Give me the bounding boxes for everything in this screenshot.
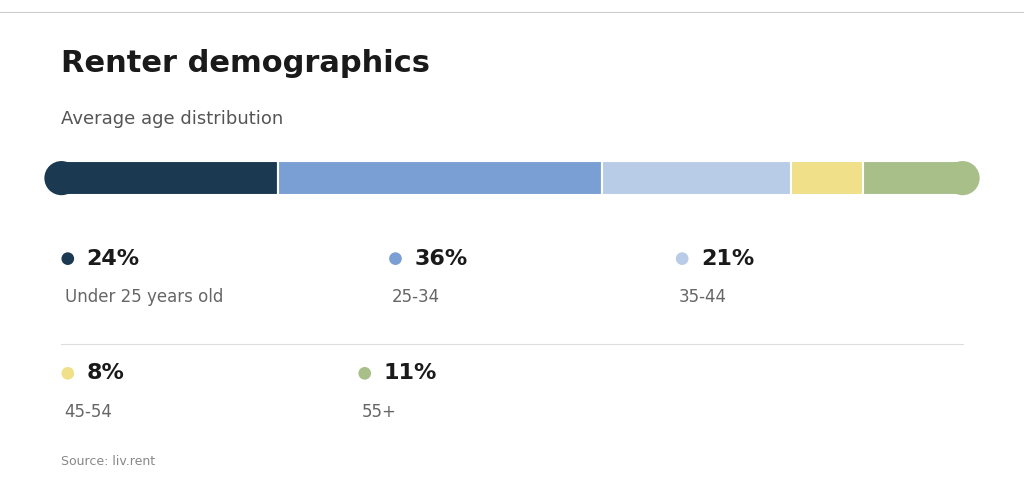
Text: Renter demographics: Renter demographics <box>61 49 430 78</box>
Ellipse shape <box>945 161 980 195</box>
Ellipse shape <box>676 252 688 265</box>
Ellipse shape <box>358 367 371 380</box>
FancyBboxPatch shape <box>792 161 863 195</box>
Text: Source: liv.rent: Source: liv.rent <box>61 455 156 468</box>
Text: 24%: 24% <box>86 249 139 268</box>
Text: 21%: 21% <box>700 249 754 268</box>
Text: 8%: 8% <box>86 364 124 383</box>
FancyBboxPatch shape <box>278 161 602 195</box>
Text: Under 25 years old: Under 25 years old <box>65 288 223 306</box>
Text: 36%: 36% <box>414 249 467 268</box>
Ellipse shape <box>61 252 74 265</box>
FancyBboxPatch shape <box>863 161 963 195</box>
Text: 45-54: 45-54 <box>65 403 113 421</box>
Text: 35-44: 35-44 <box>679 288 727 306</box>
Text: 55+: 55+ <box>361 403 396 421</box>
Ellipse shape <box>44 161 79 195</box>
Text: Average age distribution: Average age distribution <box>61 110 284 128</box>
FancyBboxPatch shape <box>602 161 792 195</box>
Text: 11%: 11% <box>383 364 437 383</box>
Text: 25-34: 25-34 <box>392 288 440 306</box>
Ellipse shape <box>389 252 401 265</box>
Ellipse shape <box>61 367 74 380</box>
FancyBboxPatch shape <box>61 161 278 195</box>
